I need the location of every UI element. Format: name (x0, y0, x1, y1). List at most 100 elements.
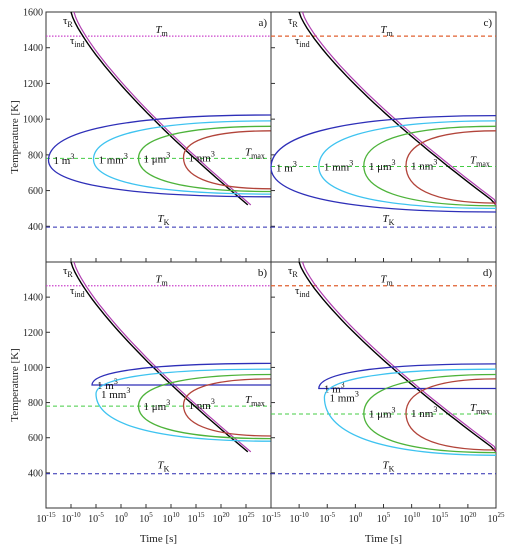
nose-curve-2 (363, 125, 497, 207)
panel-d: 10-15 10-10 10-5 100 105 1010 1015 1020 1025 Tm TK… (261, 261, 506, 545)
tau-r-curve (70, 11, 249, 206)
x-tick-label: 1025 (488, 511, 506, 525)
nose-curve-3 (405, 378, 497, 451)
y-tick-label: 1400 (23, 293, 43, 304)
x-tick-label: 10-5 (88, 511, 104, 525)
y-tick-label: 600 (28, 433, 43, 444)
volume-label: 1 m3 (54, 152, 75, 167)
y-tick-label: 400 (28, 222, 43, 233)
volume-label: 1 μm3 (144, 398, 171, 413)
t-max-label: Tmax (470, 402, 490, 416)
nose-curve-0 (270, 114, 497, 213)
t-max-label: Tmax (245, 394, 265, 408)
volume-label: 1 mm3 (99, 151, 128, 166)
tau-ind-label: τind (295, 285, 310, 299)
kauzmann-temp-label: TK (383, 460, 395, 474)
x-tick-label: 10-15 (261, 511, 281, 525)
kauzmann-temp-label: TK (158, 460, 170, 474)
nose-curve-0 (47, 114, 272, 198)
x-tick-label: 1010 (163, 511, 181, 525)
kauzmann-temp-label: TK (383, 213, 395, 227)
volume-label: 1 nm3 (411, 158, 437, 173)
tau-r-label: τR (63, 265, 73, 279)
x-axis-title: Time [s] (365, 533, 402, 545)
x-tick-label: 1015 (188, 511, 206, 525)
nose-curve-3 (182, 378, 272, 437)
panel-label: a) (258, 17, 267, 29)
volume-label: 1 mm3 (329, 389, 358, 404)
tau-r-curve (298, 261, 497, 453)
y-tick-label: 1000 (23, 363, 43, 374)
y-tick-label: 1200 (23, 79, 43, 90)
x-tick-label: 105 (377, 511, 391, 525)
tau-r-label: τR (288, 265, 298, 279)
nose-curve-1 (95, 368, 272, 442)
volume-label: 1 nm3 (411, 405, 437, 420)
panel-label: c) (483, 17, 492, 29)
x-tick-label: 105 (139, 511, 153, 525)
y-tick-label: 600 (28, 186, 43, 197)
tau-ind-curve (73, 11, 252, 206)
nose-curve-3 (405, 130, 497, 204)
panel-label: d) (483, 267, 493, 279)
y-tick-label: 800 (28, 398, 43, 409)
melting-temp-label: Tm (380, 24, 393, 38)
y-tick-label: 1400 (23, 43, 43, 54)
x-tick-label: 1020 (459, 511, 477, 525)
nose-curve-1 (92, 120, 272, 195)
nose-curve-3 (182, 130, 272, 190)
y-tick-label: 1200 (23, 328, 43, 339)
x-tick-label: 100 (349, 511, 363, 525)
volume-label: 1 μm3 (369, 405, 396, 420)
x-tick-label: 10-15 (36, 511, 56, 525)
panel-a: 400 600 800 1000 1200 1400 1600 Tm TK Tmax τR τind 1… (9, 8, 272, 263)
tau-ind-curve (301, 261, 497, 452)
volume-label: 1 nm3 (189, 150, 215, 165)
melting-temp-label: Tm (155, 24, 168, 38)
t-max-label: Tmax (470, 154, 490, 168)
tau-ind-curve (73, 261, 252, 453)
volume-label: 1 μm3 (144, 150, 171, 165)
volume-label: 1 mm3 (324, 158, 353, 173)
x-tick-label: 10-5 (319, 511, 335, 525)
tau-r-label: τR (288, 15, 298, 29)
melting-temp-label: Tm (155, 274, 168, 288)
tau-r-curve (70, 261, 249, 453)
x-tick-label: 1015 (431, 511, 449, 525)
panel-c: Tm TK Tmax τR τind 1 m3 1 mm3 1 μm3 1 nm3 c) (270, 11, 497, 263)
x-tick-label: 1010 (403, 511, 421, 525)
y-tick-label: 400 (28, 468, 43, 479)
x-tick-label: 10-10 (289, 511, 309, 525)
panel-b: 400 600 800 1000 1200 1400 10-15 10-10 10-5 100 10… (9, 261, 272, 545)
x-axis-title: Time [s] (140, 533, 177, 545)
kauzmann-temp-label: TK (158, 213, 170, 227)
x-tick-label: 10-10 (61, 511, 81, 525)
nose-curve-2 (137, 125, 272, 193)
nose-curve-0 (91, 362, 272, 386)
panel-label: b) (258, 267, 268, 279)
nose-curve-2 (363, 373, 497, 454)
tau-ind-label: τind (70, 35, 85, 49)
tau-r-curve (298, 11, 497, 206)
x-tick-label: 1025 (238, 511, 256, 525)
nose-curve-1 (323, 368, 497, 456)
tau-r-label: τR (63, 15, 73, 29)
tau-ind-label: τind (295, 35, 310, 49)
y-tick-label: 800 (28, 150, 43, 161)
x-tick-label: 100 (114, 511, 128, 525)
nose-curve-0 (318, 363, 497, 390)
tau-ind-curve (301, 11, 497, 206)
y-tick-label: 1000 (23, 115, 43, 126)
y-tick-label: 1600 (23, 8, 43, 19)
nose-curve-1 (318, 120, 497, 210)
volume-label: 1 m3 (324, 381, 345, 396)
volume-label: 1 m3 (97, 377, 118, 392)
y-axis-title: Temperature [K] (9, 100, 21, 173)
t-max-label: Tmax (245, 146, 265, 160)
volume-label: 1 mm3 (101, 386, 130, 401)
volume-label: 1 m3 (276, 159, 297, 174)
y-axis-title: Temperature [K] (9, 348, 21, 421)
melting-temp-label: Tm (380, 274, 393, 288)
tau-ind-label: τind (70, 285, 85, 299)
